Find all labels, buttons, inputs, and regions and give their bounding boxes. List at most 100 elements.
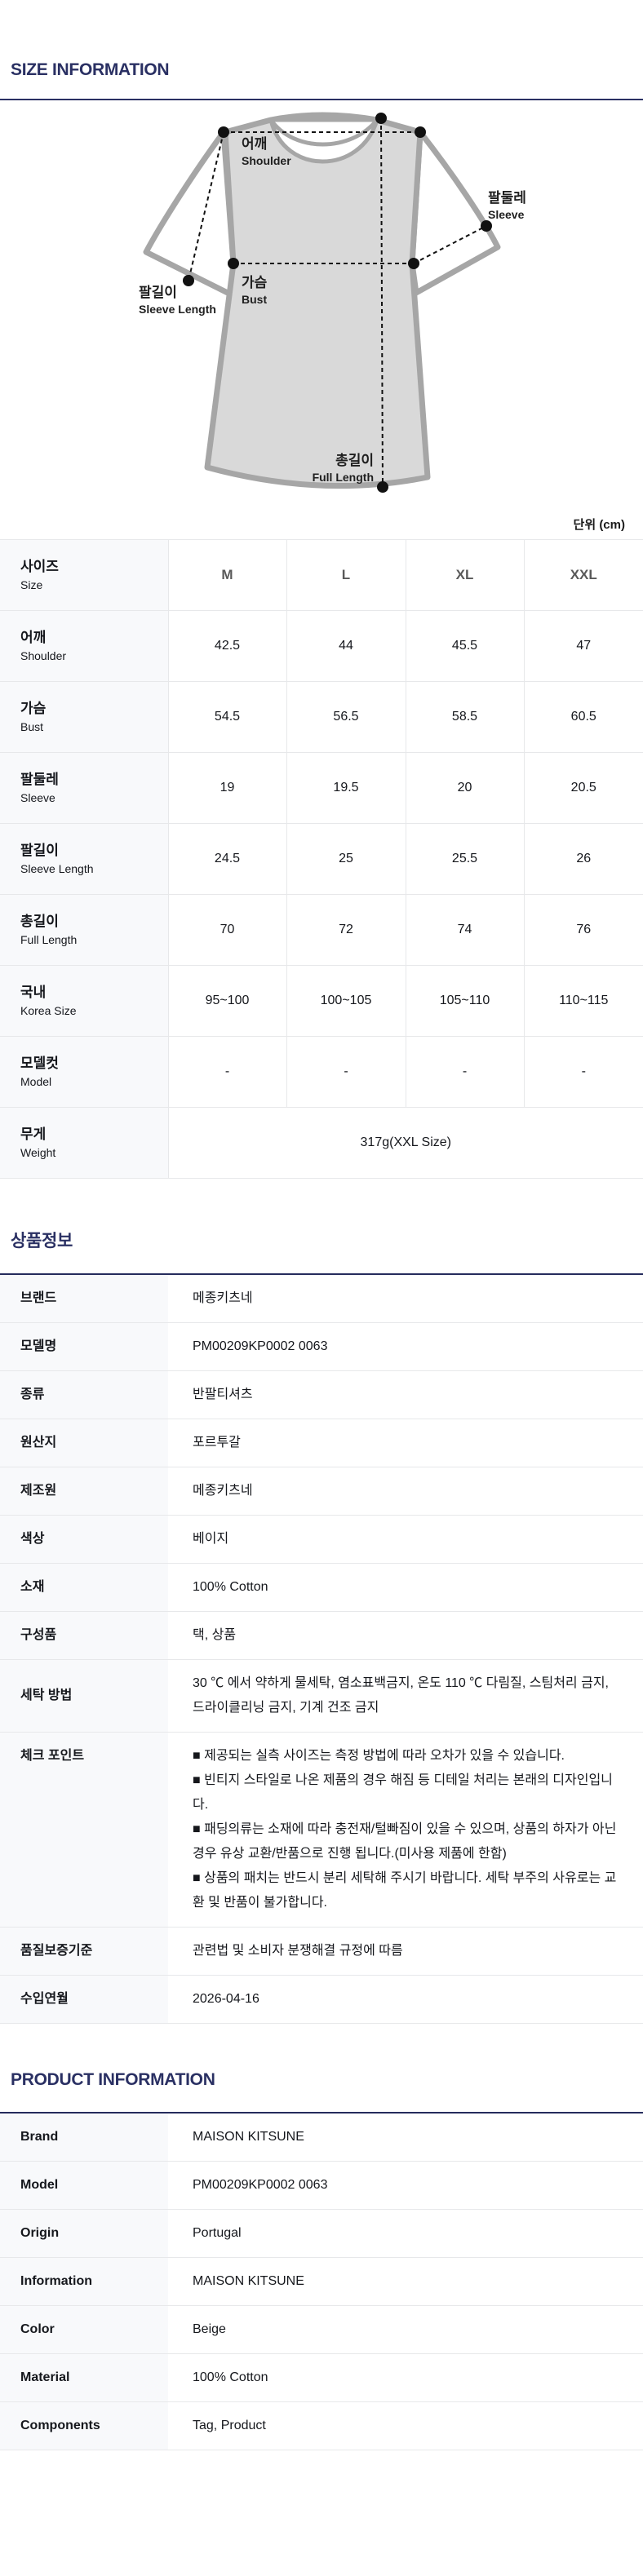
cell-value: 95~100	[167, 965, 286, 1037]
check-point-item: ■ 제공되는 실측 사이즈는 측정 방법에 따라 오차가 있을 수 있습니다.	[193, 1749, 565, 1763]
product-info-en-row: Origin Portugal	[0, 2209, 643, 2258]
product-info-kr-row-label: 체크 포인트	[0, 1732, 168, 1928]
product-info-en-row: Model PM00209KP0002 0063	[0, 2161, 643, 2210]
product-info-kr-row-label: 모델명	[0, 1322, 168, 1371]
product-info-kr-row-value: 메종키츠네	[168, 1467, 643, 1516]
cell-value: 60.5	[523, 681, 643, 753]
product-info-kr-row: 품질보증기준 관련법 및 소비자 분쟁해결 규정에 따름	[0, 1927, 643, 1976]
cell-value: -	[523, 1036, 643, 1108]
product-info-en-row: Color Beige	[0, 2305, 643, 2354]
check-point-item: ■ 상품의 패치는 반드시 분리 세탁해 주시기 바랍니다. 세탁 부주의 사유…	[193, 1871, 617, 1910]
size-table-header-row: 사이즈 Size M L XL XXL	[0, 539, 643, 611]
product-info-kr-row-value: 2026-04-16	[168, 1975, 643, 2024]
product-info-kr-row: 색상 베이지	[0, 1515, 643, 1564]
row-label: 가슴 Bust	[0, 681, 168, 753]
cell-value: 42.5	[167, 610, 286, 682]
bust-label-en: Bust	[242, 293, 268, 306]
bust-label-kr: 가슴	[242, 275, 268, 290]
row-label-en: Korea Size	[20, 1004, 77, 1017]
product-info-kr-row-label: 수입연월	[0, 1975, 168, 2024]
row-label-en: Sleeve Length	[20, 862, 94, 875]
product-info-en-row-label: Brand	[0, 2113, 168, 2162]
row-label-kr: 총길이	[20, 914, 59, 929]
product-info-kr-row-value: 포르투갈	[168, 1419, 643, 1467]
product-info-kr-row-value: 택, 상품	[168, 1611, 643, 1660]
size-table-row: 가슴 Bust 54.5 56.5 58.5 60.5	[0, 681, 643, 753]
product-info-en-row-label: Color	[0, 2305, 168, 2354]
product-info-kr-row-label: 구성품	[0, 1611, 168, 1660]
row-label: 국내 Korea Size	[0, 965, 168, 1037]
cell-value: 100~105	[286, 965, 406, 1037]
row-label: 총길이 Full Length	[0, 894, 168, 966]
size-column-header: XXL	[523, 539, 643, 611]
cell-value: 58.5	[405, 681, 524, 753]
product-info-kr-row-label: 종류	[0, 1370, 168, 1419]
cell-value: -	[405, 1036, 524, 1108]
product-info-en-row-label: Material	[0, 2353, 168, 2402]
product-info-kr-row-value: PM00209KP0002 0063	[168, 1322, 643, 1371]
cell-value: 44	[286, 610, 406, 682]
full-length-label-en: Full Length	[312, 471, 374, 484]
size-header-kr: 사이즈	[20, 559, 59, 574]
product-info-en-row-value: PM00209KP0002 0063	[168, 2161, 643, 2210]
cell-value: 26	[523, 823, 643, 895]
product-info-en-row-value: MAISON KITSUNE	[168, 2113, 643, 2162]
size-column-header: M	[167, 539, 286, 611]
cell-value: 56.5	[286, 681, 406, 753]
product-info-en-title: PRODUCT INFORMATION	[11, 2070, 215, 2089]
product-info-kr-row: 원산지 포르투갈	[0, 1419, 643, 1467]
cell-value: 25	[286, 823, 406, 895]
size-table-row: 팔길이 Sleeve Length 24.5 25 25.5 26	[0, 823, 643, 895]
row-span-value: 317g(XXL Size)	[167, 1107, 643, 1179]
size-column-header: XL	[405, 539, 524, 611]
row-label-kr: 팔둘레	[20, 772, 59, 787]
tshirt-diagram	[143, 112, 501, 493]
row-label: 어깨 Shoulder	[0, 610, 168, 682]
product-info-kr-row-value: 30 ℃ 에서 약하게 물세탁, 염소표백금지, 온도 110 ℃ 다림질, 스…	[168, 1659, 643, 1733]
diagram-label-bust: 가슴 Bust	[242, 275, 267, 308]
row-label-en: Bust	[20, 720, 44, 733]
row-label-en: Model	[20, 1075, 52, 1088]
unit-label: 단위 (cm)	[573, 518, 625, 532]
row-label: 팔길이 Sleeve Length	[0, 823, 168, 895]
cell-value: 54.5	[167, 681, 286, 753]
product-info-kr-row: 체크 포인트 ■ 제공되는 실측 사이즈는 측정 방법에 따라 오차가 있을 수 …	[0, 1732, 643, 1928]
product-info-kr-title: 상품정보	[11, 1232, 73, 1250]
product-info-en-row-value: MAISON KITSUNE	[168, 2257, 643, 2306]
check-point-item: ■ 패딩의류는 소재에 따라 충전재/털빠짐이 있을 수 있으며, 상품의 하자…	[193, 1822, 617, 1861]
row-label-en: Sleeve	[20, 791, 55, 804]
cell-value: 74	[405, 894, 524, 966]
size-diagram: 어깨 Shoulder 팔둘레 Sleeve 가슴 Bust 팔길이 Sleev…	[0, 100, 643, 518]
cell-value: 25.5	[405, 823, 524, 895]
cell-value: 110~115	[523, 965, 643, 1037]
size-header-en: Size	[20, 578, 43, 591]
row-label-en: Shoulder	[20, 649, 67, 662]
cell-value: 72	[286, 894, 406, 966]
size-information-title: SIZE INFORMATION	[11, 60, 170, 79]
sleeve-length-label-en: Sleeve Length	[139, 303, 216, 316]
cell-value: 24.5	[167, 823, 286, 895]
row-label-kr: 어깨	[20, 630, 47, 645]
product-info-kr-row: 제조원 메종키츠네	[0, 1467, 643, 1516]
section-divider	[0, 99, 643, 100]
product-info-kr-row: 수입연월 2026-04-16	[0, 1975, 643, 2024]
product-info-en-row-label: Components	[0, 2401, 168, 2450]
product-info-kr-row: 브랜드 메종키츠네	[0, 1274, 643, 1323]
product-info-kr-row: 모델명 PM00209KP0002 0063	[0, 1322, 643, 1371]
size-table: 사이즈 Size M L XL XXL 어깨 Shoulder 42.5 44 45.5 47 가슴 Bu…	[0, 539, 643, 1179]
cell-value: 70	[167, 894, 286, 966]
product-info-kr-row-value: 메종키츠네	[168, 1274, 643, 1323]
diagram-label-shoulder: 어깨 Shoulder	[242, 136, 291, 169]
row-label: 모델컷 Model	[0, 1036, 168, 1108]
full-length-label-kr: 총길이	[335, 453, 374, 468]
cell-value: 105~110	[405, 965, 524, 1037]
diagram-label-full-length: 총길이 Full Length	[313, 453, 374, 485]
row-label-kr: 모델컷	[20, 1056, 59, 1071]
cell-value: 76	[523, 894, 643, 966]
cell-value: 20	[405, 752, 524, 824]
sleeve-length-label-kr: 팔길이	[139, 285, 177, 300]
product-info-kr-row-value: ■ 제공되는 실측 사이즈는 측정 방법에 따라 오차가 있을 수 있습니다. ■…	[168, 1732, 643, 1928]
product-info-kr-row-label: 소재	[0, 1563, 168, 1612]
size-table-row: 무게 Weight 317g(XXL Size)	[0, 1107, 643, 1179]
size-table-row: 모델컷 Model - - - -	[0, 1036, 643, 1108]
